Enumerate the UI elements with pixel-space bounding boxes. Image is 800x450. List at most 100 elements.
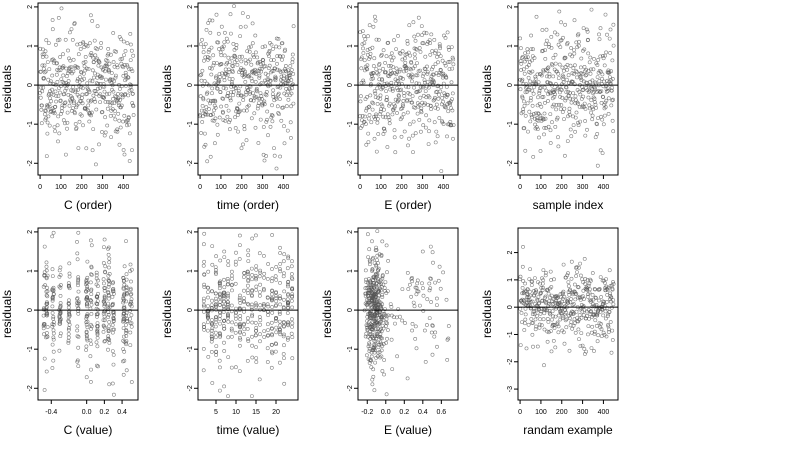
data-point: [54, 99, 59, 104]
data-point: [564, 96, 569, 101]
data-point: [42, 244, 47, 249]
data-point: [256, 103, 261, 108]
data-point: [430, 49, 435, 53]
data-point: [413, 324, 418, 329]
data-point: [205, 314, 210, 319]
data-point: [368, 309, 373, 314]
data-point: [258, 322, 262, 327]
data-point: [76, 283, 80, 288]
data-point: [58, 293, 63, 298]
data-point: [65, 110, 70, 115]
data-point: [560, 110, 565, 114]
data-point: [43, 283, 48, 288]
data-point: [214, 272, 218, 276]
data-point: [113, 75, 118, 80]
data-point: [274, 166, 279, 171]
data-point: [217, 317, 222, 321]
data-point: [597, 287, 602, 292]
data-point: [76, 87, 80, 92]
data-point: [582, 47, 587, 52]
data-point: [121, 119, 125, 124]
data-point: [522, 126, 527, 131]
data-point: [544, 88, 549, 93]
data-point: [401, 91, 406, 95]
y-tick-label: -1: [507, 121, 514, 127]
data-point: [438, 54, 443, 59]
data-point: [531, 47, 535, 52]
data-point: [429, 330, 434, 335]
data-point: [285, 322, 290, 327]
data-point: [124, 84, 128, 88]
data-point: [75, 79, 80, 83]
data-point: [574, 265, 579, 270]
data-point: [128, 58, 133, 63]
data-point: [244, 92, 249, 97]
data-point: [592, 87, 597, 92]
y-tick-label: -1: [27, 346, 34, 352]
data-point: [221, 44, 226, 49]
data-point: [280, 41, 285, 46]
data-point: [209, 305, 214, 310]
data-point: [89, 272, 94, 277]
data-point: [68, 30, 72, 35]
data-point: [390, 71, 395, 75]
data-point: [530, 321, 534, 325]
data-point: [439, 169, 444, 174]
data-point: [561, 330, 566, 335]
data-point: [418, 95, 423, 100]
data-point: [260, 57, 265, 62]
y-tick-label: 2: [27, 5, 34, 9]
data-point: [417, 303, 422, 308]
data-point: [528, 98, 533, 103]
data-point: [281, 297, 286, 302]
data-point: [564, 77, 569, 82]
data-point: [282, 271, 286, 276]
data-point: [289, 68, 294, 72]
data-point: [555, 32, 560, 37]
data-point: [366, 294, 371, 299]
data-point: [289, 317, 294, 322]
data-point: [377, 313, 382, 318]
data-point: [400, 106, 405, 111]
data-point: [70, 38, 75, 42]
data-point: [88, 280, 93, 285]
data-point: [244, 138, 249, 143]
data-point: [45, 285, 49, 290]
data-point: [549, 285, 554, 289]
data-point: [226, 93, 231, 98]
data-point: [609, 69, 614, 74]
data-point: [213, 291, 218, 296]
data-point: [45, 60, 50, 65]
data-point: [581, 313, 586, 317]
data-point: [610, 58, 615, 63]
data-point: [89, 292, 94, 297]
x-tick-label: 0: [38, 184, 42, 191]
data-point: [96, 63, 101, 68]
data-point: [202, 285, 207, 289]
y-tick-label: -2: [27, 160, 34, 166]
data-point: [376, 132, 381, 136]
data-point: [571, 66, 576, 71]
data-point: [413, 285, 418, 290]
data-point: [520, 285, 525, 290]
data-point: [237, 101, 242, 106]
data-point: [208, 30, 213, 35]
data-point: [403, 321, 407, 325]
data-point: [405, 376, 410, 381]
data-point: [384, 317, 389, 322]
data-point: [277, 360, 282, 365]
data-point: [560, 316, 565, 321]
data-point: [390, 87, 395, 91]
data-point: [128, 32, 133, 36]
data-point: [597, 79, 602, 83]
data-point: [385, 336, 389, 341]
data-point: [574, 309, 579, 314]
data-point: [85, 325, 90, 330]
data-point: [202, 327, 207, 332]
data-point: [208, 154, 213, 159]
data-point: [363, 294, 368, 298]
data-point: [523, 51, 528, 56]
data-point: [585, 294, 590, 299]
data-point: [380, 315, 385, 320]
data-point: [247, 84, 252, 88]
